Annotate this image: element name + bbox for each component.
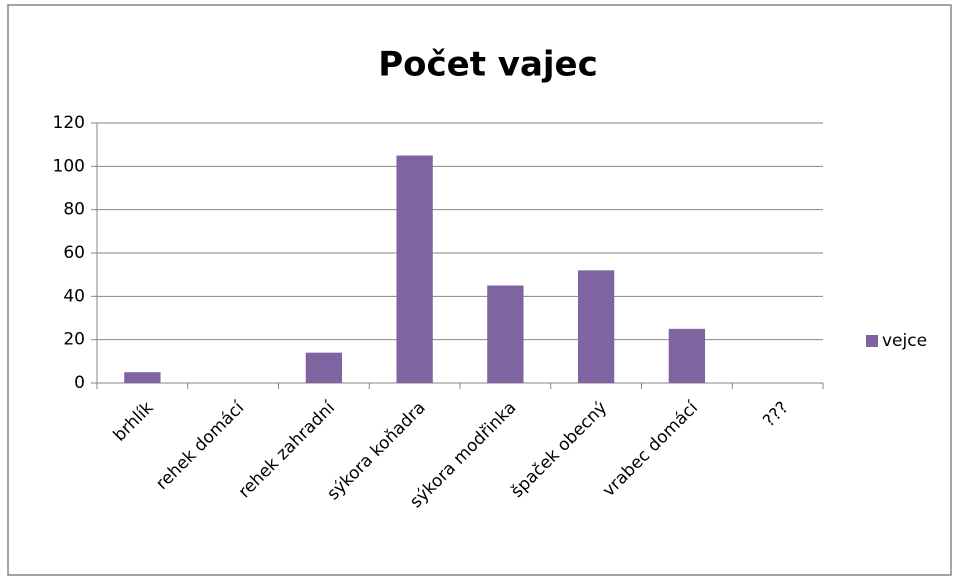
y-tick-label: 80: [63, 200, 85, 220]
bar: [396, 155, 433, 383]
y-tick-label: 100: [53, 156, 85, 176]
legend-swatch: [866, 335, 878, 347]
y-tick-label: 0: [74, 373, 85, 393]
bar: [577, 270, 615, 383]
chart-title: Počet vajec: [378, 45, 598, 85]
y-tick-label: 120: [53, 113, 85, 133]
bar: [124, 372, 161, 383]
bar: [487, 285, 524, 383]
y-tick-label: 20: [63, 330, 85, 350]
chart-frame: [7, 4, 952, 576]
legend-label: vejce: [882, 331, 927, 351]
bar: [668, 328, 706, 383]
y-tick-label: 40: [63, 286, 85, 306]
y-tick-label: 60: [63, 243, 85, 263]
bar: [305, 352, 343, 383]
